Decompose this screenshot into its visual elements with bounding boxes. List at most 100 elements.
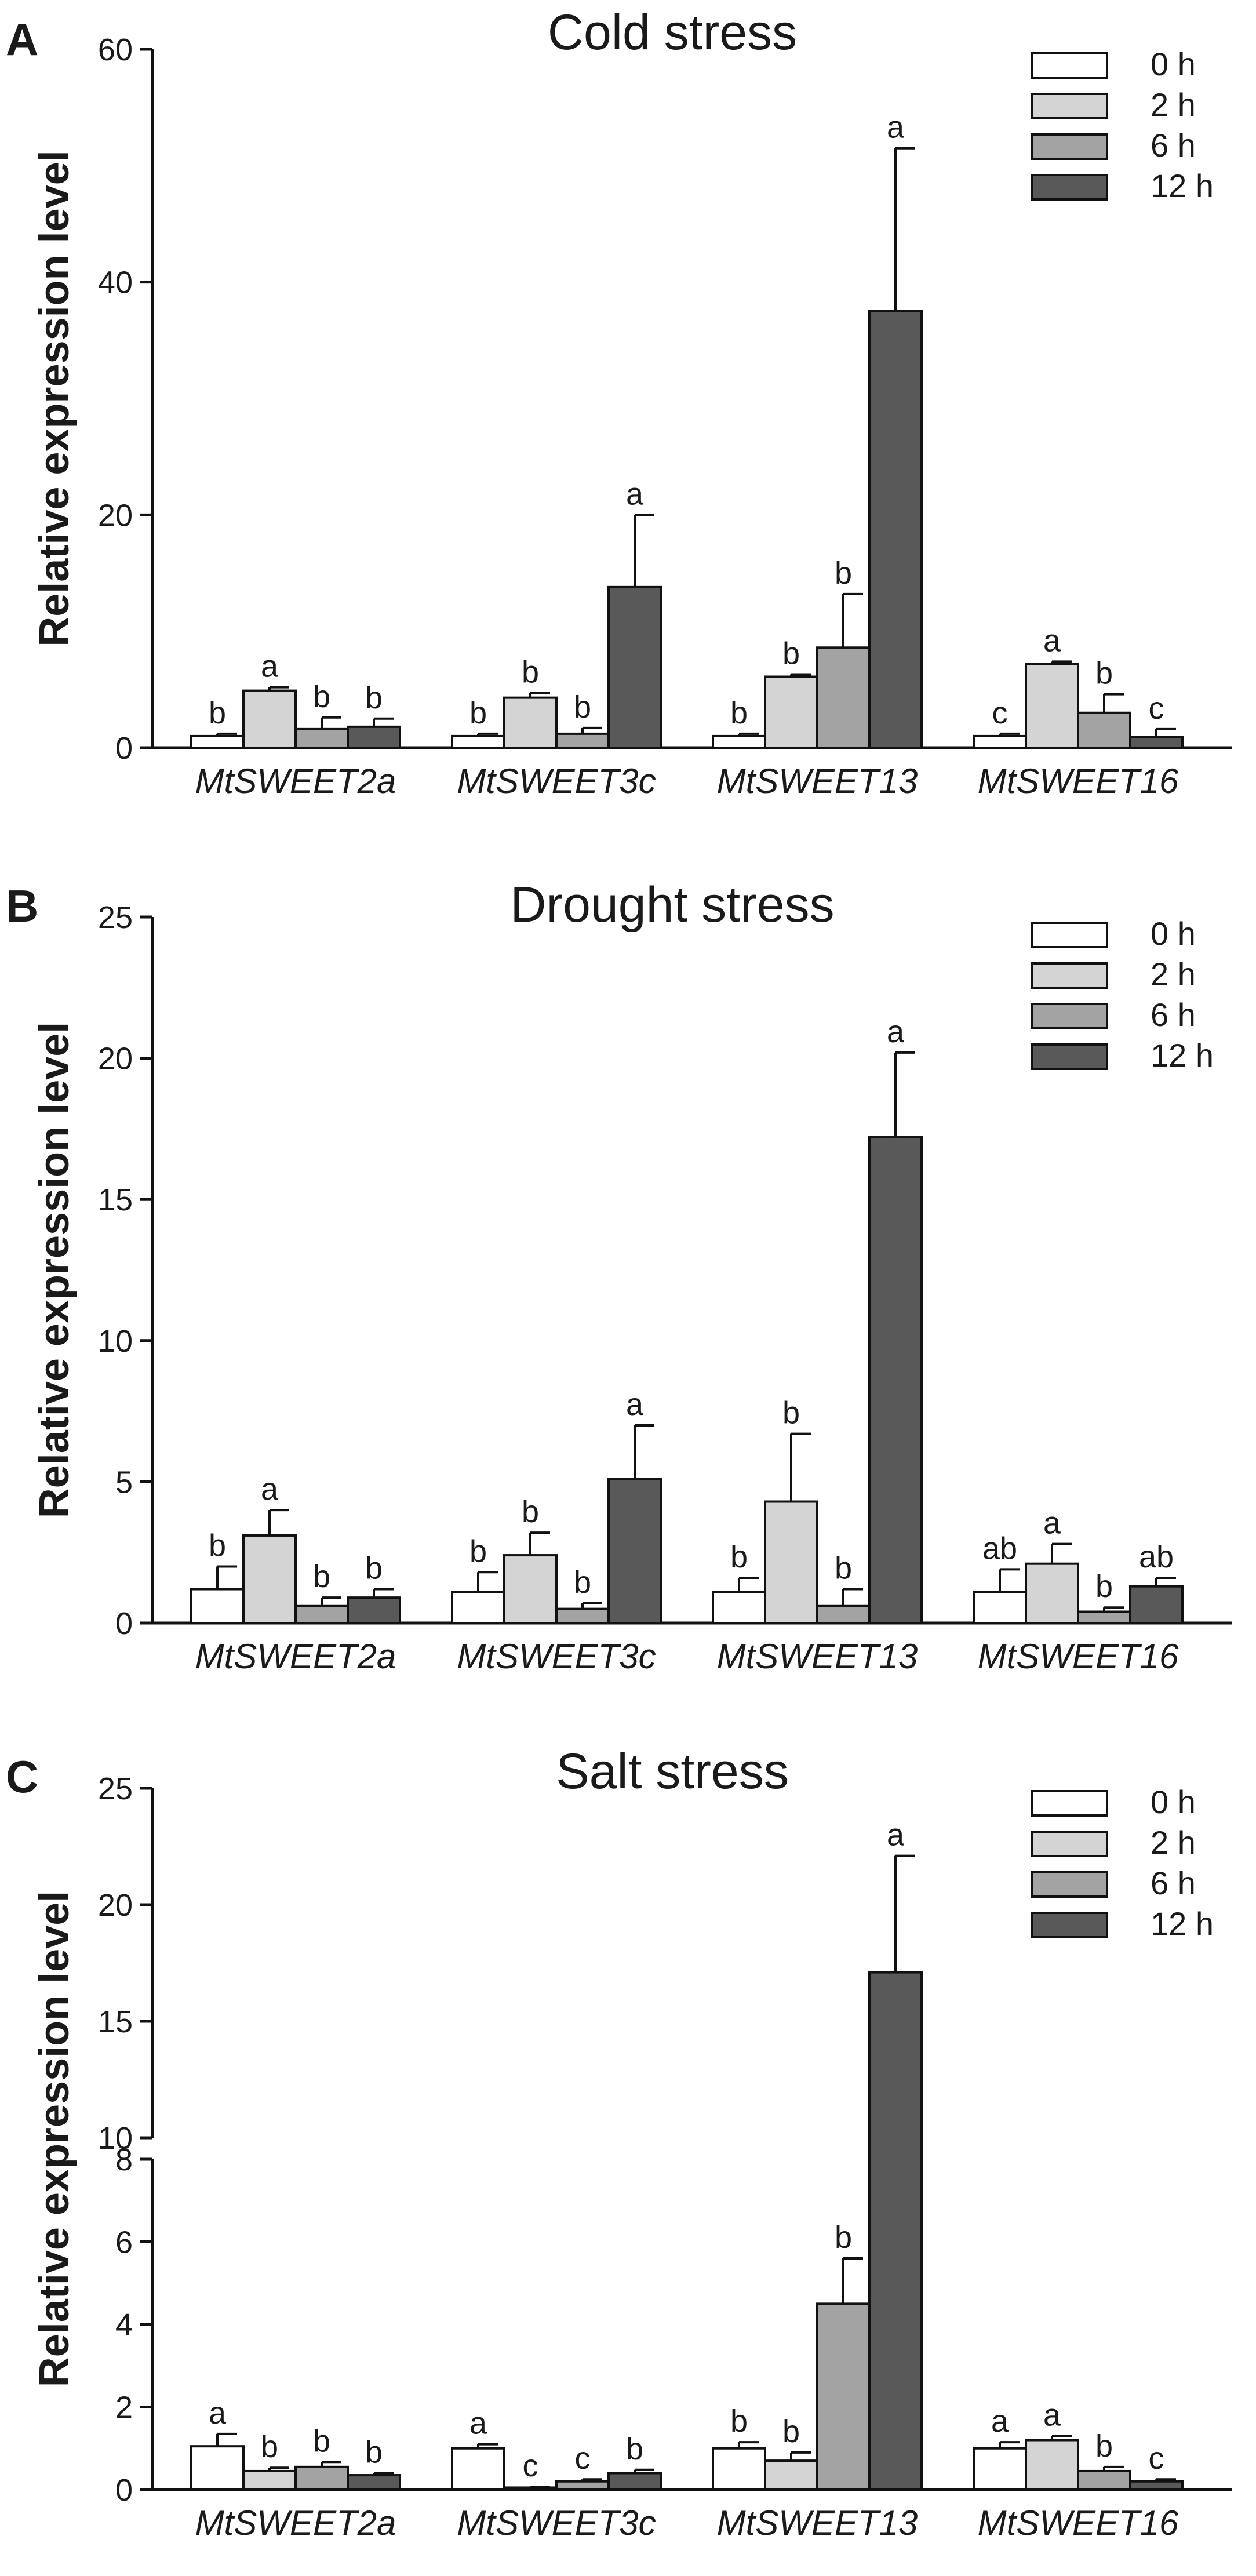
bar (816, 1604, 871, 1625)
legend-swatch (1031, 133, 1108, 160)
significance-letter: ab (1139, 1540, 1174, 1574)
significance-letter: a (1043, 2397, 1061, 2432)
y-tick-label: 20 (98, 1042, 133, 1076)
significance-letter: b (626, 2432, 643, 2466)
significance-letter: a (261, 1472, 279, 1507)
category-label: MtSWEET3c (457, 762, 656, 801)
bar (1129, 736, 1184, 749)
category-label: MtSWEET2a (195, 762, 396, 801)
y-tick-label: 40 (98, 265, 133, 300)
y-tick-label: 60 (98, 32, 133, 67)
significance-letter: b (730, 1540, 748, 1574)
significance-letter: b (782, 1396, 800, 1431)
bar (973, 1591, 1027, 1624)
bar (712, 2447, 766, 2491)
y-tick-label: 0 (115, 1606, 133, 1641)
legend-label: 6 h (1151, 127, 1196, 163)
significance-letter: b (835, 2220, 852, 2255)
bar (712, 734, 766, 749)
bar (242, 1534, 297, 1625)
y-tick-label: 10 (98, 2121, 133, 2156)
panel-letter: C (6, 1751, 38, 1802)
significance-letter: a (887, 1014, 905, 1049)
legend-label: 0 h (1151, 1784, 1196, 1820)
bar (347, 2474, 401, 2491)
significance-letter: b (730, 2404, 748, 2439)
bar (555, 1607, 610, 1624)
legend-label: 2 h (1151, 86, 1196, 123)
significance-letter: a (626, 1387, 644, 1422)
significance-letter: b (835, 556, 852, 591)
panel-letter: B (6, 881, 38, 932)
category-label: MtSWEET16 (978, 762, 1179, 801)
legend-swatch (1031, 1831, 1108, 1857)
significance-letter: a (626, 476, 644, 511)
legend-label: 12 h (1151, 168, 1214, 204)
significance-letter: b (522, 655, 539, 690)
y-axis-label: Relative expression level (31, 1891, 78, 2387)
bar (242, 689, 297, 749)
bar (190, 2445, 245, 2491)
bar (1129, 2480, 1184, 2491)
y-tick-label: 25 (98, 1771, 133, 1806)
significance-letter: c (523, 2448, 538, 2483)
legend-label: 2 h (1151, 1824, 1196, 1861)
significance-letter: b (782, 636, 800, 671)
significance-letter: a (887, 1818, 905, 1853)
legend-label: 6 h (1151, 1865, 1196, 1901)
legend-swatch (1031, 1912, 1108, 1938)
y-tick-label: 25 (98, 900, 133, 935)
significance-letter: b (1095, 2429, 1113, 2464)
significance-letter: b (365, 2435, 383, 2470)
bar (555, 732, 610, 749)
bar (503, 1554, 558, 1625)
chart-title: Drought stress (510, 877, 834, 933)
legend-swatch (1031, 962, 1108, 989)
significance-letter: b (835, 1551, 852, 1586)
panel-letter: A (6, 14, 38, 65)
legend-label: 0 h (1151, 915, 1196, 952)
significance-letter: c (1149, 2441, 1164, 2476)
y-tick-label: 6 (115, 2225, 133, 2260)
bar (1077, 2469, 1131, 2491)
significance-letter: b (209, 696, 226, 730)
significance-letter: b (365, 681, 383, 715)
legend-label: 12 h (1151, 1037, 1214, 1074)
bar (607, 1478, 662, 1625)
category-label: MtSWEET3c (457, 2504, 656, 2542)
significance-letter: b (574, 1565, 591, 1600)
significance-letter: b (1095, 656, 1113, 691)
bar (242, 2469, 297, 2491)
significance-letter: b (469, 1534, 487, 1569)
significance-letter: c (992, 696, 1008, 730)
category-label: MtSWEET2a (195, 2504, 396, 2542)
bar (764, 675, 818, 749)
bar (607, 585, 662, 749)
legend-swatch (1031, 1871, 1108, 1898)
bar (294, 2465, 349, 2491)
panel-a: A Cold stress Relative expression level 0 20… (6, 5, 1232, 801)
bar (451, 1591, 505, 1624)
significance-letter: a (1043, 623, 1061, 658)
significance-letter: b (782, 2414, 800, 2449)
legend-label: 12 h (1151, 1905, 1214, 1942)
legend-swatch (1031, 93, 1108, 119)
bar (607, 2472, 662, 2491)
y-tick-label: 2 (115, 2391, 133, 2425)
bar (764, 1500, 818, 1624)
bar (1025, 2439, 1079, 2491)
significance-letter: a (209, 2396, 227, 2431)
category-label: MtSWEET13 (717, 1637, 918, 1676)
legend-swatch (1031, 1003, 1108, 1029)
bar (503, 696, 558, 749)
panel-c: C Salt stress Relative expression level 0 2 4… (6, 1744, 1232, 2542)
significance-letter: b (261, 2429, 278, 2464)
y-tick-label: 15 (98, 2004, 133, 2039)
bar (973, 734, 1027, 749)
bar (451, 734, 505, 749)
legend-swatch (1031, 922, 1108, 948)
significance-letter: ab (982, 1531, 1017, 1566)
significance-letter: b (313, 1559, 330, 1594)
category-label: MtSWEET2a (195, 1637, 396, 1676)
